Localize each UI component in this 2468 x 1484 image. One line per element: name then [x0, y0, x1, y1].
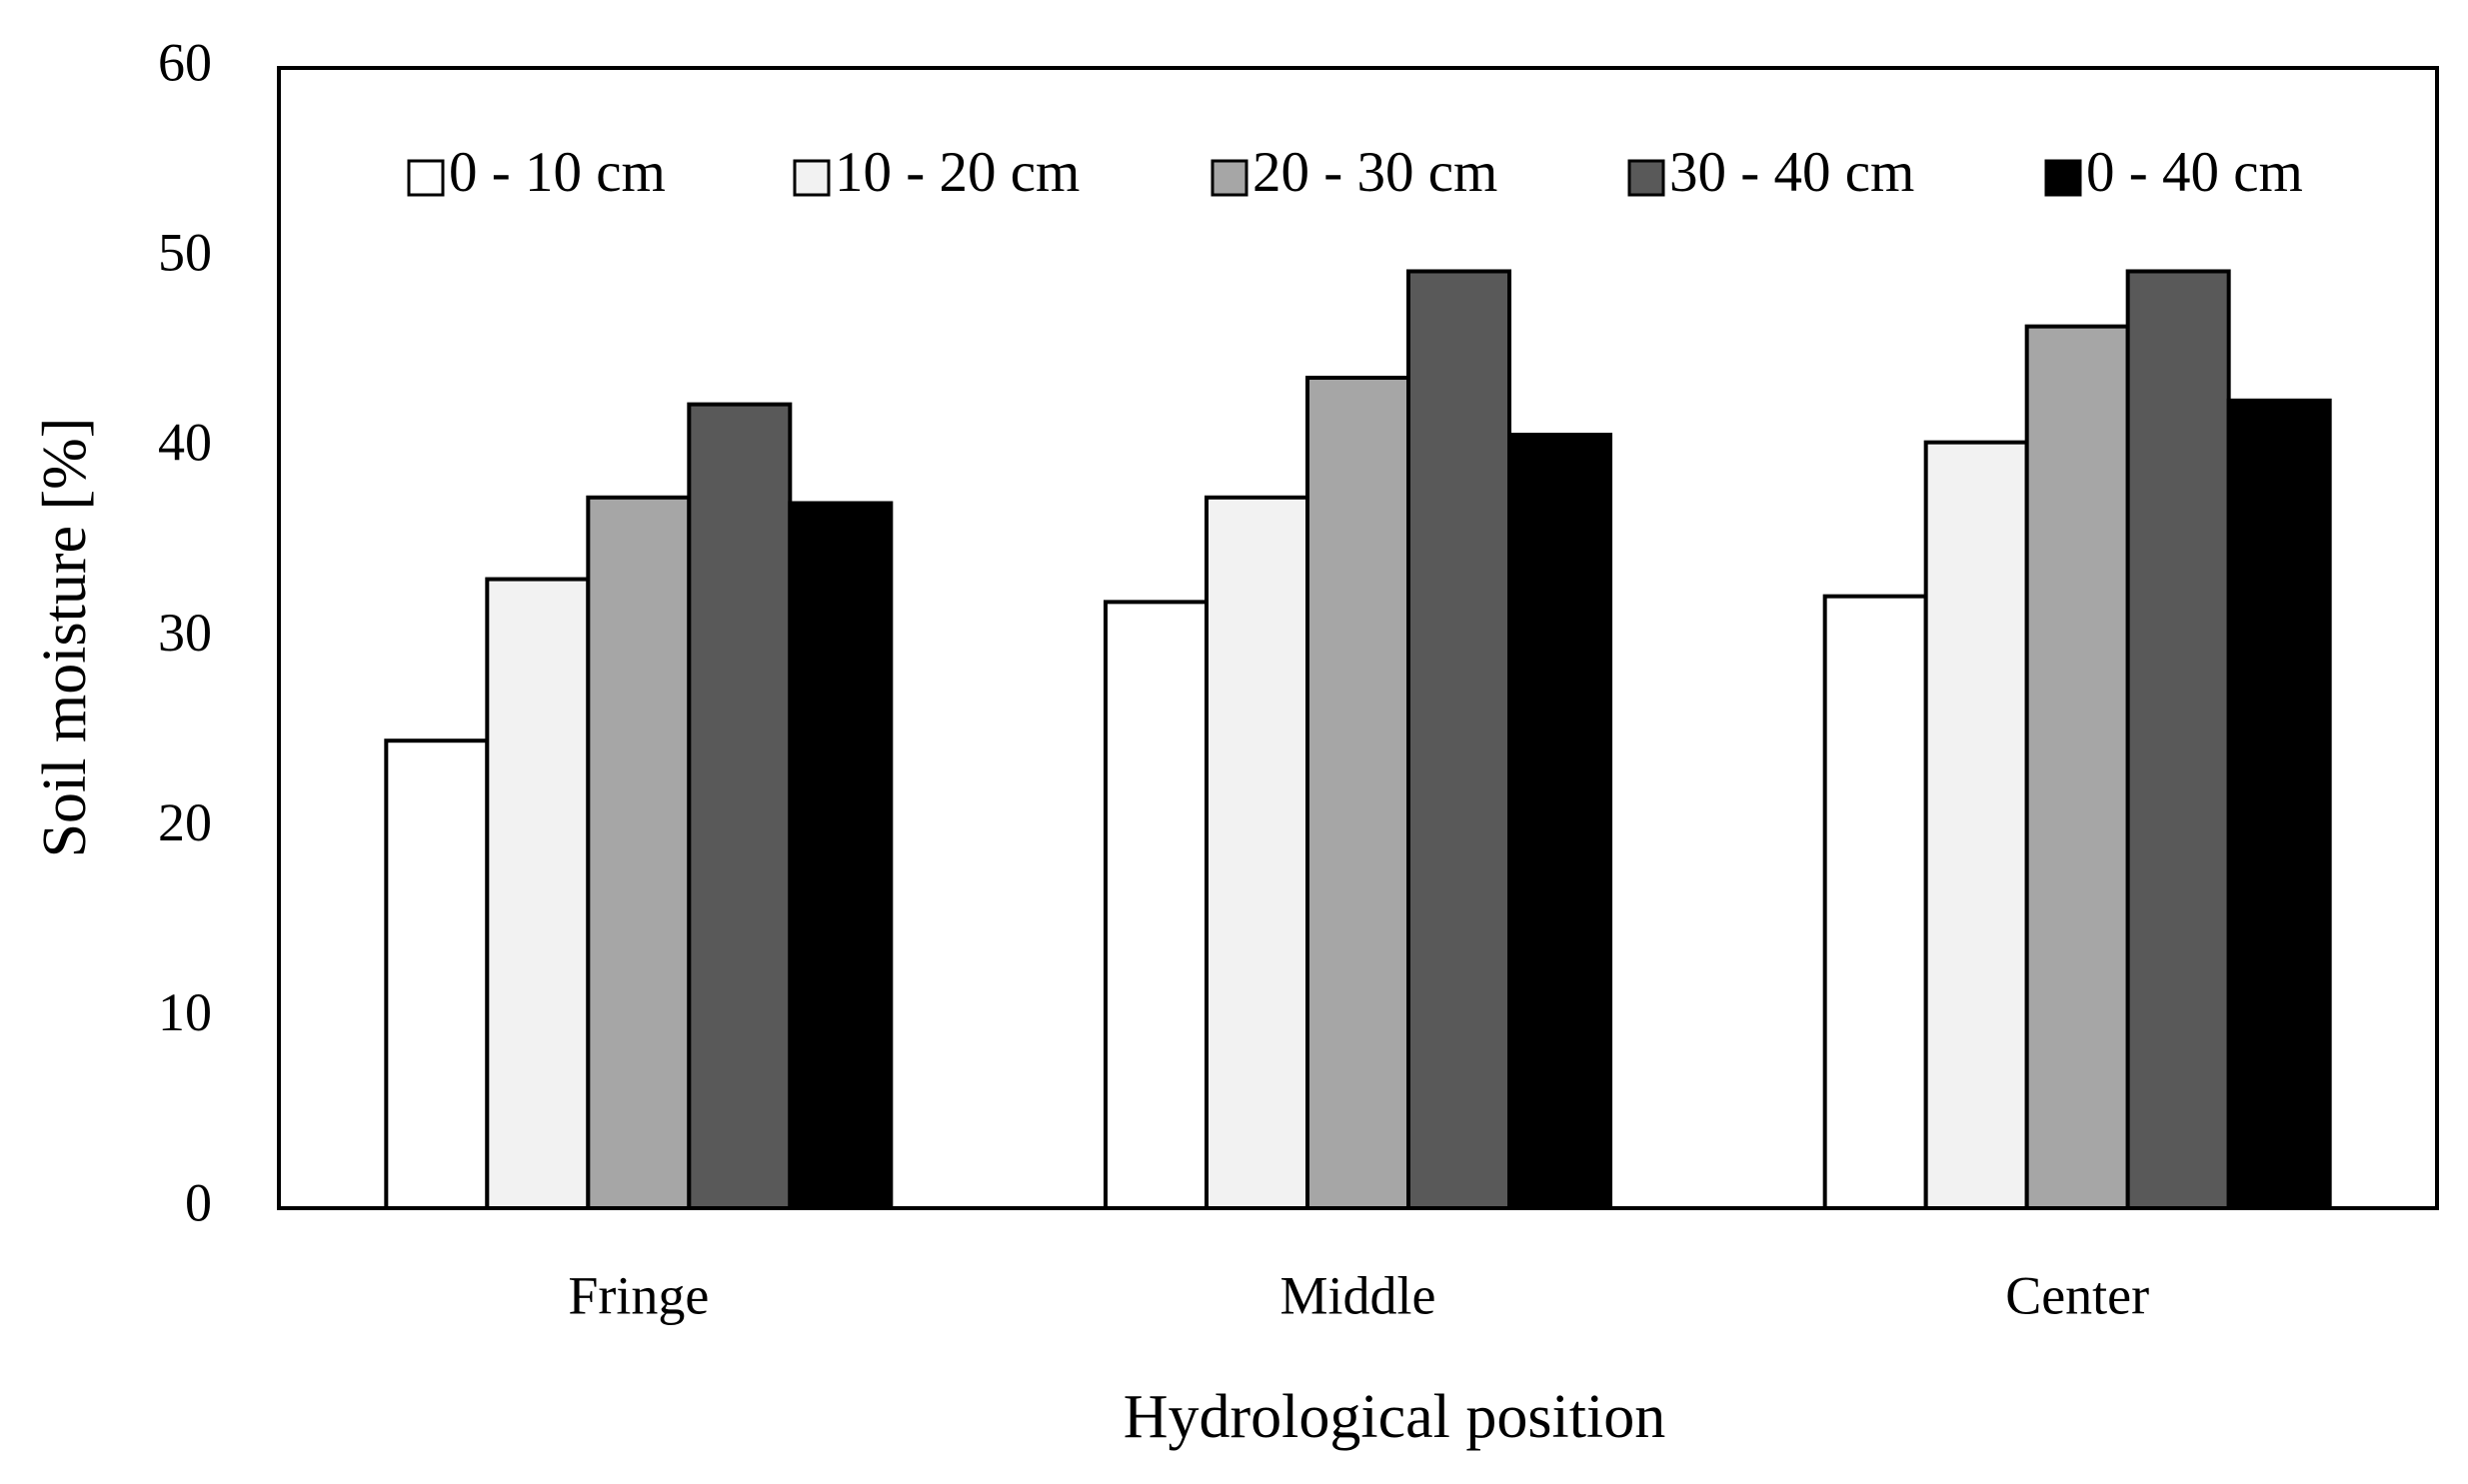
legend-swatch [407, 159, 445, 197]
legend-swatch [793, 159, 831, 197]
x-tick-label: Fringe [568, 1265, 709, 1325]
y-tick-label: 20 [158, 792, 212, 852]
legend-label: 10 - 20 cm [835, 141, 1080, 204]
legend-label: 0 - 10 cm [449, 141, 666, 204]
x-tick-label: Center [2005, 1265, 2149, 1325]
legend-swatch [1211, 159, 1248, 197]
bar [2125, 269, 2231, 1210]
bar [1507, 433, 1612, 1210]
x-axis-title: Hydrological position [1124, 1383, 1665, 1451]
y-tick-label: 10 [158, 982, 212, 1042]
y-tick-label: 60 [158, 32, 212, 92]
bar [687, 402, 793, 1211]
legend-swatch [1627, 159, 1665, 197]
bar [586, 495, 692, 1210]
legend-label: 0 - 40 cm [2086, 141, 2303, 204]
bar [1104, 600, 1209, 1210]
y-tick-label: 0 [185, 1172, 212, 1232]
bar [384, 739, 490, 1210]
bar [1205, 495, 1309, 1210]
bar [1923, 440, 2029, 1210]
legend-swatch [2044, 159, 2082, 197]
y-tick-label: 40 [158, 413, 212, 473]
x-tick-label: Middle [1280, 1265, 1436, 1325]
bar [1406, 269, 1511, 1210]
y-tick-label: 30 [158, 603, 212, 663]
bar [2024, 324, 2130, 1211]
y-axis-title: Soil moisture [%] [31, 418, 99, 858]
bar [1305, 375, 1410, 1210]
legend-label: 30 - 40 cm [1669, 141, 1914, 204]
bar [485, 577, 591, 1210]
bar [1822, 594, 1928, 1210]
legend-label: 20 - 30 cm [1252, 141, 1497, 204]
bar [2226, 398, 2332, 1210]
y-tick-label: 50 [158, 223, 212, 283]
bar [788, 501, 894, 1210]
